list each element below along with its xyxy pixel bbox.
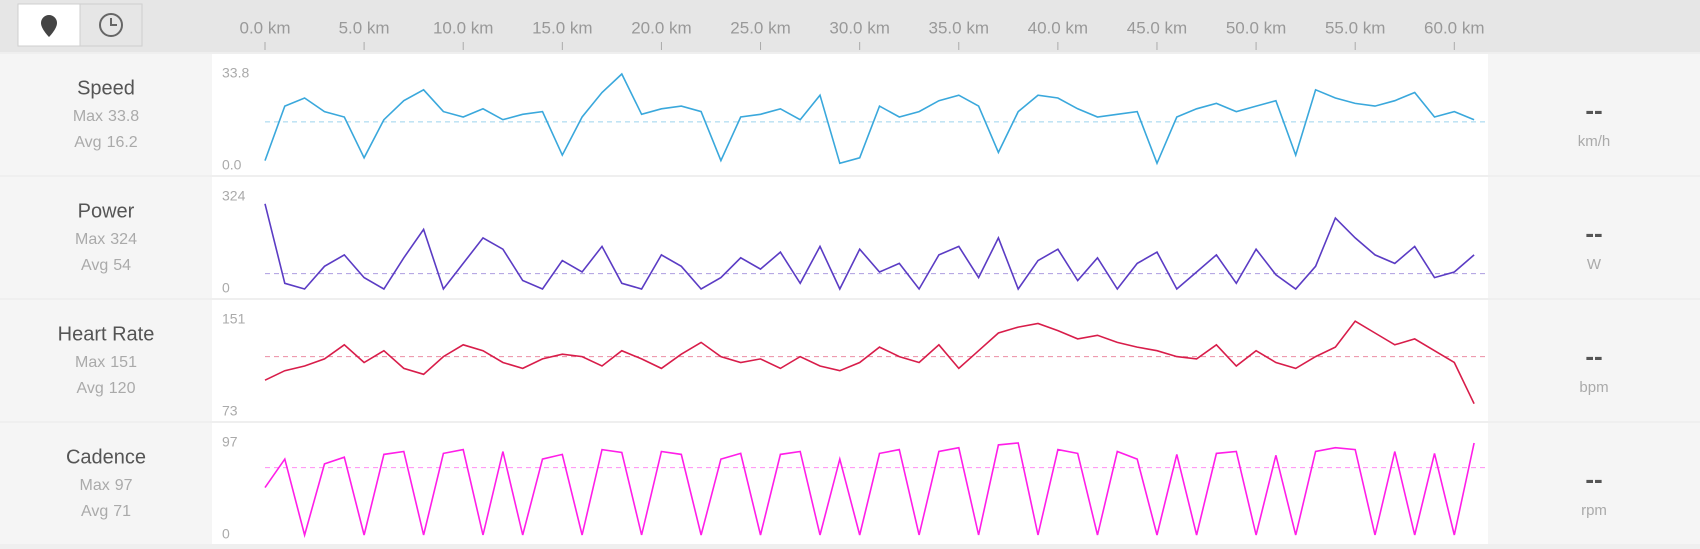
data-line [264, 442, 1475, 539]
max-label: Max [73, 108, 103, 125]
label-panel [0, 300, 212, 421]
chart-panel [212, 423, 1488, 544]
unit: bpm [1579, 379, 1608, 396]
y-tick-label: 97 [222, 434, 238, 450]
x-tick-label: 60.0 km [1424, 18, 1484, 37]
x-tick-label: 20.0 km [631, 18, 691, 37]
avg-value: 16.2 [107, 134, 138, 151]
data-line [264, 72, 1475, 166]
metric-avg: Avg 16.2 [74, 134, 138, 151]
max-value: 324 [110, 231, 137, 248]
avg-value: 54 [113, 257, 131, 274]
avg-value: 71 [113, 503, 131, 520]
value-panel [1488, 177, 1700, 298]
data-line [264, 320, 1475, 405]
max-value: 33.8 [108, 108, 139, 125]
max-label: Max [75, 354, 105, 371]
chart-panel [212, 54, 1488, 175]
y-tick-label: 324 [222, 188, 246, 204]
avg-label: Avg [74, 134, 101, 151]
avg-value: 120 [109, 380, 136, 397]
metric-avg: Avg 71 [81, 503, 131, 520]
metric-max: Max 33.8 [73, 108, 139, 125]
value-panel [1488, 300, 1700, 421]
metric-title: Heart Rate [58, 323, 155, 345]
data-line [264, 203, 1475, 291]
label-panel [0, 423, 212, 544]
metric-title: Cadence [66, 446, 146, 468]
x-tick-label: 10.0 km [433, 18, 493, 37]
unit: rpm [1581, 502, 1607, 519]
metric-max: Max 324 [75, 231, 137, 248]
current-value: -- [1585, 95, 1602, 125]
x-tick-label: 15.0 km [532, 18, 592, 37]
value-panel [1488, 423, 1700, 544]
chart-panel [212, 300, 1488, 421]
max-value: 97 [115, 477, 133, 494]
value-panel [1488, 54, 1700, 175]
clock-icon [99, 13, 123, 37]
top-bar [0, 0, 1700, 52]
current-value: -- [1585, 341, 1602, 371]
current-value: -- [1585, 464, 1602, 494]
metric-avg: Avg 54 [81, 257, 131, 274]
avg-label: Avg [81, 257, 108, 274]
chart-panel [212, 177, 1488, 298]
unit: km/h [1578, 133, 1611, 150]
metric-avg: Avg 120 [77, 380, 136, 397]
metric-max: Max 97 [79, 477, 132, 494]
current-value: -- [1585, 218, 1602, 248]
avg-label: Avg [77, 380, 104, 397]
clock-hands [110, 18, 117, 26]
unit: W [1587, 256, 1602, 273]
x-tick-label: 25.0 km [730, 18, 790, 37]
max-label: Max [75, 231, 105, 248]
time-button[interactable] [79, 3, 143, 47]
y-tick-label: 33.8 [222, 65, 249, 81]
x-tick-label: 55.0 km [1325, 18, 1385, 37]
metric-title: Power [78, 200, 135, 222]
y-tick-label: 0.0 [222, 157, 242, 173]
y-tick-label: 73 [222, 403, 238, 419]
x-tick-label: 0.0 km [239, 18, 290, 37]
x-tick-label: 35.0 km [929, 18, 989, 37]
x-tick-label: 50.0 km [1226, 18, 1286, 37]
avg-label: Avg [81, 503, 108, 520]
x-tick-label: 5.0 km [339, 18, 390, 37]
x-tick-label: 40.0 km [1028, 18, 1088, 37]
metric-max: Max 151 [75, 354, 137, 371]
y-tick-label: 0 [222, 526, 230, 542]
max-value: 151 [110, 354, 137, 371]
max-label: Max [79, 477, 109, 494]
x-tick-label: 30.0 km [829, 18, 889, 37]
y-tick-label: 0 [222, 280, 230, 296]
label-panel [0, 54, 212, 175]
metric-title: Speed [77, 77, 135, 99]
x-tick-label: 45.0 km [1127, 18, 1187, 37]
label-panel [0, 177, 212, 298]
pin-icon [41, 15, 57, 37]
y-tick-label: 151 [222, 311, 246, 327]
